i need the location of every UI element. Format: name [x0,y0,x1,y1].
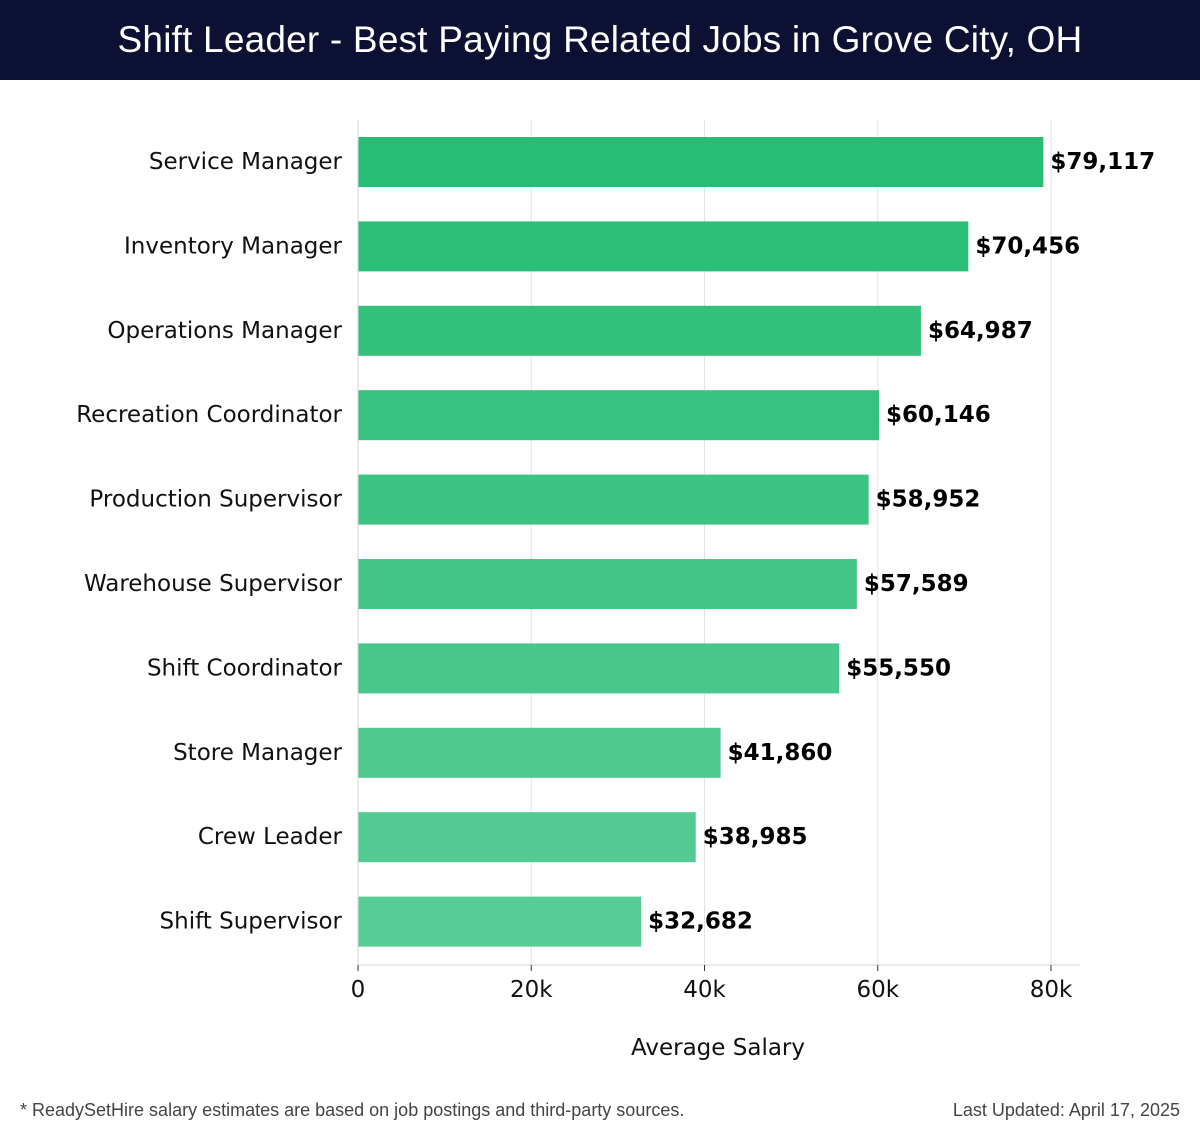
value-label: $41,860 [728,740,833,766]
category-label: Recreation Coordinator [76,402,342,428]
value-label: $58,952 [876,487,981,513]
x-tick-label: 60k [856,977,899,1003]
value-label: $70,456 [975,233,1080,259]
category-label: Shift Supervisor [160,909,343,935]
bar [358,896,642,947]
bar [358,137,1044,187]
source-note: * ReadySetHire salary estimates are base… [20,1100,685,1120]
category-label: Operations Manager [107,318,342,344]
bar [358,305,921,356]
category-label: Inventory Manager [124,233,343,259]
x-tick-label: 40k [683,977,726,1003]
bar [358,727,721,778]
value-label: $79,117 [1050,149,1155,175]
value-label: $38,985 [703,824,808,850]
category-label: Store Manager [173,740,342,766]
value-label: $64,987 [928,318,1033,344]
bar [358,559,857,609]
category-label: Warehouse Supervisor [84,571,343,597]
bar [358,221,969,272]
bar [358,474,869,525]
category-label: Crew Leader [198,824,343,850]
value-label: $60,146 [886,402,991,428]
bars [358,137,1044,947]
category-label: Shift Coordinator [147,655,343,681]
labels: Service Manager $79,117 Inventory Manager $… [76,149,1155,935]
bar-chart: Service Manager $79,117 Inventory Manager $… [76,120,1155,1061]
value-label: $57,589 [864,571,969,597]
x-axis-title: Average Salary [631,1035,805,1061]
category-label: Service Manager [149,149,343,175]
value-label: $55,550 [846,655,951,681]
value-label: $32,682 [648,909,753,935]
x-tick-label: 0 [351,977,366,1003]
x-axis: 0 20k 40k 60k 80k Average Salary [351,120,1080,1061]
last-updated: Last Updated: April 17, 2025 [952,1100,1180,1120]
x-tick-label: 20k [510,977,553,1003]
bar [358,643,840,694]
bar [358,812,696,863]
chart-title: Shift Leader - Best Paying Related Jobs … [0,0,1200,80]
x-tick-label: 80k [1030,977,1073,1003]
category-label: Production Supervisor [89,487,342,513]
bar [358,390,880,441]
